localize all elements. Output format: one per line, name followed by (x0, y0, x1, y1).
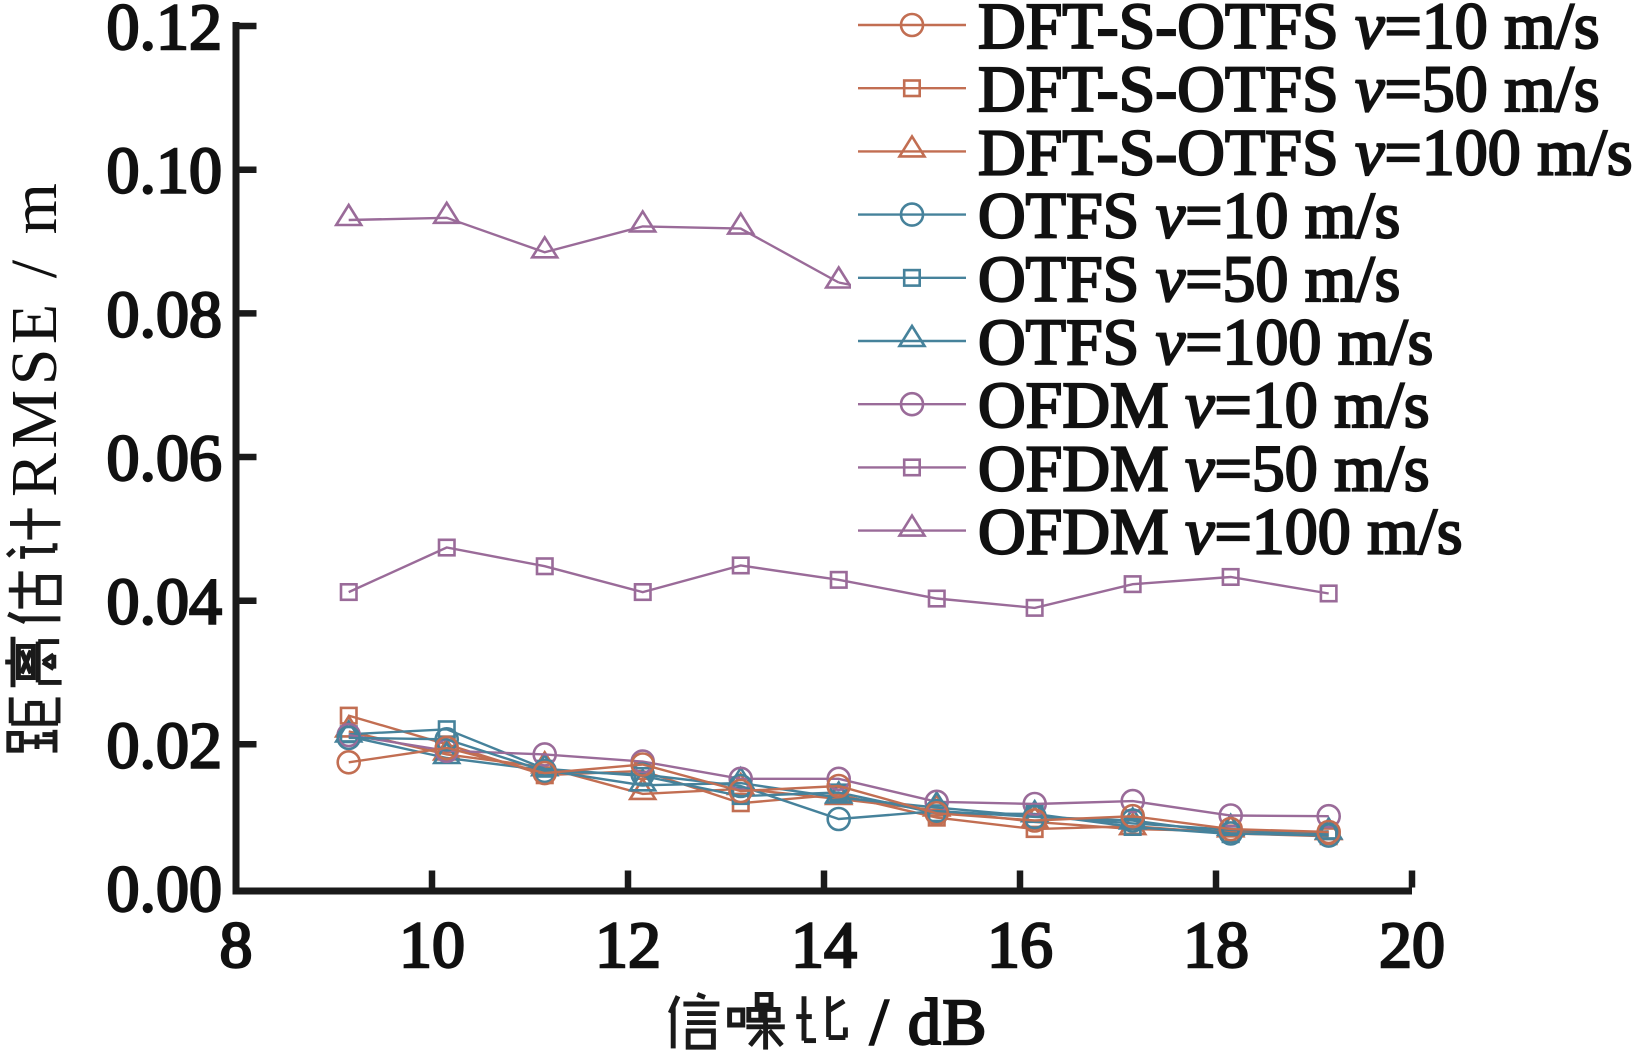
svg-text:10: 10 (399, 909, 465, 982)
svg-text:20: 20 (1379, 909, 1445, 982)
svg-text:OTFS v=100 m/s: OTFS v=100 m/s (978, 306, 1433, 379)
svg-text:DFT-S-OTFS v=10 m/s: DFT-S-OTFS v=10 m/s (978, 0, 1600, 63)
svg-text:8: 8 (220, 909, 253, 982)
svg-text:OFDM v=10 m/s: OFDM v=10 m/s (978, 369, 1430, 442)
svg-text:OFDM v=100 m/s: OFDM v=100 m/s (978, 496, 1463, 569)
svg-text:RMSE / m: RMSE / m (0, 179, 71, 497)
svg-text:14: 14 (791, 909, 857, 982)
svg-text:OFDM v=50 m/s: OFDM v=50 m/s (978, 432, 1430, 505)
svg-text:12: 12 (595, 909, 661, 982)
svg-text:18: 18 (1183, 909, 1249, 982)
svg-text:DFT-S-OTFS v=50 m/s: DFT-S-OTFS v=50 m/s (978, 53, 1600, 126)
svg-text:0.06: 0.06 (107, 422, 223, 495)
svg-text:/ dB: / dB (870, 986, 988, 1058)
svg-text:0.04: 0.04 (107, 566, 223, 639)
svg-text:0.12: 0.12 (107, 0, 223, 64)
svg-text:0.02: 0.02 (107, 709, 223, 782)
svg-text:0.10: 0.10 (107, 135, 223, 208)
svg-text:OTFS v=10 m/s: OTFS v=10 m/s (978, 180, 1400, 253)
svg-text:DFT-S-OTFS v=100 m/s: DFT-S-OTFS v=100 m/s (978, 116, 1633, 189)
svg-text:0.00: 0.00 (107, 853, 223, 926)
svg-text:16: 16 (987, 909, 1053, 982)
svg-text:0.08: 0.08 (107, 278, 223, 351)
svg-text:OTFS v=50 m/s: OTFS v=50 m/s (978, 243, 1400, 316)
